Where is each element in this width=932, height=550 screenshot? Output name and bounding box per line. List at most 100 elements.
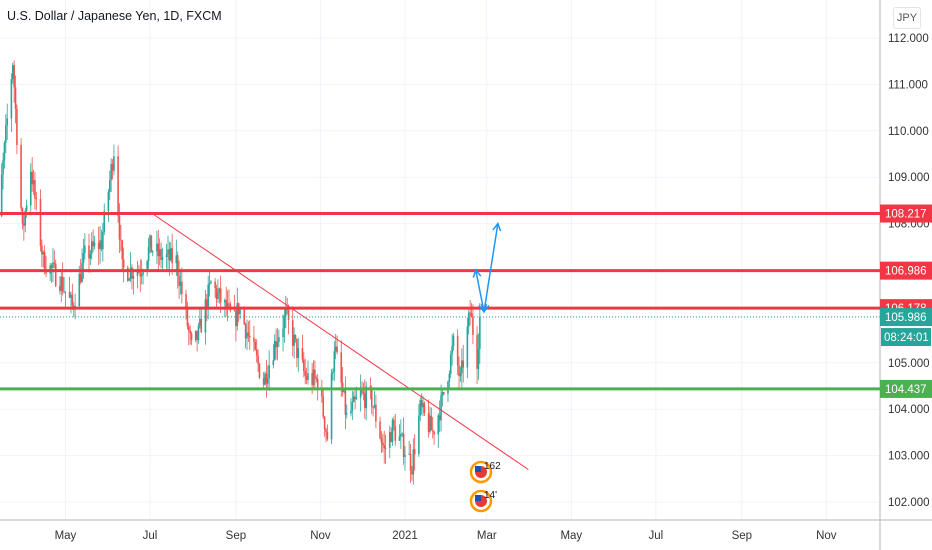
event-marker[interactable]: 162 (469, 460, 501, 484)
candle-body (343, 390, 345, 392)
candle-body (157, 243, 160, 257)
candle-body (147, 246, 150, 262)
candle-body (226, 303, 229, 310)
candle-body (92, 241, 94, 247)
candle-body (160, 249, 162, 260)
candle-body (422, 403, 424, 408)
candle-body (142, 272, 144, 275)
candle-body (151, 251, 154, 253)
candle-body (276, 342, 279, 348)
candle-body (262, 377, 265, 385)
time-tick-label: Jul (649, 530, 664, 542)
candle-body (354, 396, 356, 400)
candle-body (301, 347, 304, 360)
time-tick-label: Nov (310, 530, 331, 542)
candle-body (120, 239, 122, 241)
candle-body (462, 360, 465, 368)
candle-body (258, 363, 261, 378)
candle-body (257, 355, 259, 364)
candle-body (469, 312, 471, 314)
candle-body (103, 211, 106, 232)
candle-body (215, 288, 218, 299)
candle-body (316, 379, 319, 391)
candle-body (321, 390, 323, 397)
candle-body (307, 373, 309, 380)
countdown-label: 08:24:01 (884, 332, 929, 344)
candle-body (364, 393, 366, 409)
candle-body (272, 360, 275, 366)
candle-body (29, 171, 32, 206)
candle-body (79, 273, 82, 283)
candle-body (297, 347, 300, 358)
level-price-tag (880, 261, 932, 280)
candle-body (61, 276, 64, 292)
candle-body (448, 373, 451, 382)
candle-body (413, 449, 416, 455)
candle-body (303, 359, 305, 371)
candle-body (139, 272, 142, 277)
candle-body (60, 276, 63, 291)
price-tick-label: 103.000 (888, 451, 930, 463)
currency-button[interactable]: JPY (893, 7, 921, 29)
candle-body (325, 429, 327, 432)
candle-body (239, 309, 241, 315)
candle-body (93, 242, 96, 247)
candle-body (197, 325, 200, 341)
candle-body (365, 386, 367, 409)
candle-body (441, 392, 444, 396)
candle-body (382, 442, 384, 446)
candle-body (379, 421, 381, 439)
candle-body (24, 210, 27, 226)
candle-body (243, 309, 246, 325)
candle-body (218, 288, 221, 293)
candle-body (89, 253, 92, 259)
candle-body (311, 373, 313, 385)
candle-body (253, 337, 255, 342)
candle-body (185, 294, 187, 309)
arrow-head (492, 222, 502, 232)
candle-body (206, 299, 208, 310)
candle-body (39, 198, 42, 246)
candle-body (199, 318, 201, 326)
candle-body (370, 389, 373, 407)
candle-body (217, 292, 219, 299)
candle-body (372, 406, 374, 408)
candle-body (326, 431, 329, 440)
candle-body (111, 164, 114, 171)
candle-body (351, 401, 354, 411)
candle-body (168, 249, 171, 261)
candle-body (178, 275, 180, 286)
time-tick-label: Mar (477, 530, 497, 542)
candle-body (466, 326, 469, 368)
candle-body (322, 396, 325, 417)
candle-body (305, 375, 308, 380)
candle-body (190, 333, 193, 341)
candle-body (214, 281, 216, 289)
candle-body (375, 404, 377, 422)
candle-body (273, 340, 276, 361)
candle-body (430, 415, 433, 431)
candle-body (449, 354, 452, 374)
candle-body (121, 240, 124, 260)
candle-body (323, 416, 326, 430)
last-price-label: 105.986 (885, 312, 927, 324)
candle-body (189, 330, 191, 334)
candle-body (35, 198, 38, 200)
event-marker[interactable]: 14' (469, 489, 497, 513)
candle-body (204, 299, 207, 333)
candle-body (268, 365, 270, 379)
us-flag-canton (475, 495, 481, 501)
candle-body (404, 454, 406, 458)
price-tick-label: 104.000 (888, 404, 930, 416)
candle-body (107, 191, 110, 212)
candle-body (156, 243, 158, 252)
candle-body (291, 320, 294, 346)
candle-body (90, 241, 93, 254)
candle-body (233, 310, 236, 312)
candle-body (477, 348, 480, 369)
candle-body (11, 65, 14, 79)
candle-body (169, 248, 172, 261)
candle-body (296, 338, 298, 358)
candle-body (179, 281, 182, 286)
